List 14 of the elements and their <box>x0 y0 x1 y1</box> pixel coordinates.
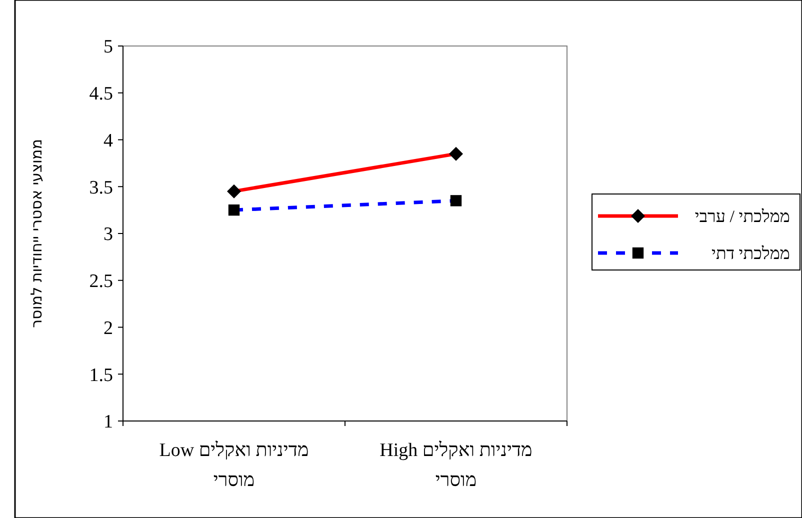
x-tick-label: מדיניות ואקלים High מוסרי <box>378 439 534 493</box>
y-tick-label: 1.5 <box>89 364 113 386</box>
legend-label: ממלכתי דתי <box>712 244 790 263</box>
y-tick-label: 3 <box>104 224 113 246</box>
y-tick-label: 2.5 <box>89 271 113 292</box>
y-tick-label: 5 <box>104 36 113 58</box>
y-tick-label: 3.5 <box>89 177 113 198</box>
y-tick-label: 1 <box>104 412 113 433</box>
y-axis-title: ממוצעי אסטרי ייחודיות למוסר <box>27 139 46 328</box>
y-tick-label: 4 <box>104 130 114 152</box>
x-tick-label: מדיניות ואקלים Low מוסרי <box>158 439 310 493</box>
y-tick-label: 2 <box>104 318 113 339</box>
y-tick-label: 4.5 <box>89 84 113 105</box>
legend-label: ממלכתי / ערבי <box>694 206 790 226</box>
